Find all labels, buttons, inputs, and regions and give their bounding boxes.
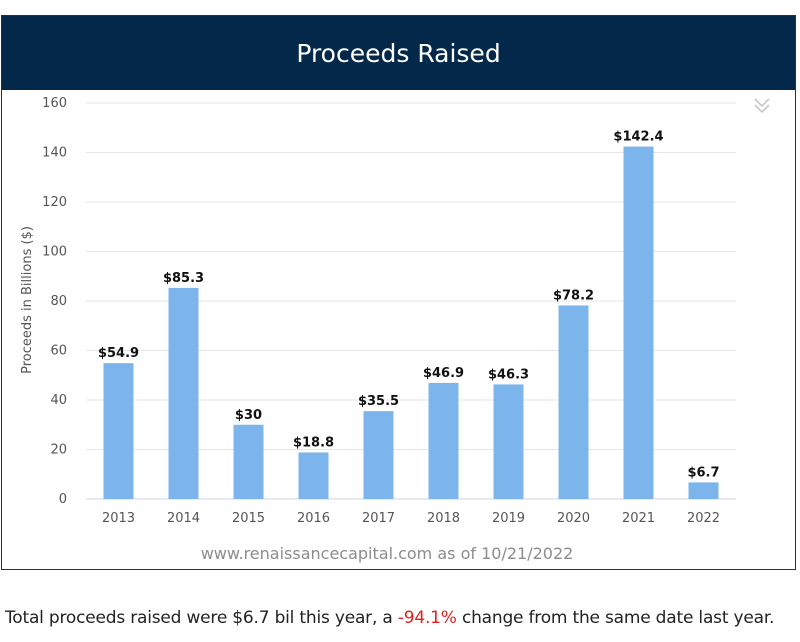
- y-axis-label: Proceeds in Billions ($): [20, 226, 35, 374]
- bar-2016[interactable]: [298, 452, 329, 499]
- change-percent: -94.1%: [397, 608, 457, 628]
- data-label-2020: $78.2: [553, 288, 594, 303]
- bar-2013[interactable]: [103, 363, 134, 499]
- x-tick-label: 2014: [167, 511, 200, 526]
- x-tick-label: 2018: [427, 511, 460, 526]
- summary-suffix: change from the same date last year.: [456, 608, 775, 628]
- bar-2018[interactable]: [428, 382, 459, 499]
- x-tick-label: 2016: [297, 511, 330, 526]
- data-label-2022: $6.7: [687, 465, 719, 480]
- summary-text: Total proceeds raised were $6.7 bil this…: [5, 608, 774, 628]
- x-tick-label: 2019: [492, 511, 525, 526]
- x-tick-label: 2022: [687, 511, 720, 526]
- y-tick-label: 100: [42, 245, 67, 260]
- x-axis-ticks: 2013 2014 2015 2016 2017 2018 2019 2020 2021 2022: [102, 511, 720, 526]
- x-tick-label: 2013: [102, 511, 135, 526]
- data-label-2013: $54.9: [98, 346, 139, 361]
- y-tick-label: 140: [42, 146, 67, 161]
- y-tick-label: 160: [42, 96, 67, 111]
- data-label-2015: $30: [235, 408, 262, 423]
- bar-2015[interactable]: [233, 424, 264, 499]
- data-label-2017: $35.5: [358, 394, 399, 409]
- summary-prefix: Total proceeds raised were $6.7 bil this…: [5, 608, 398, 628]
- data-label-2018: $46.9: [423, 366, 464, 381]
- bar-2019[interactable]: [493, 384, 524, 499]
- bar-2014[interactable]: [168, 287, 199, 499]
- x-tick-label: 2020: [557, 511, 590, 526]
- data-label-2019: $46.3: [488, 367, 529, 382]
- data-label-2016: $18.8: [293, 435, 334, 450]
- y-tick-label: 0: [59, 492, 67, 507]
- y-tick-label: 60: [50, 344, 67, 359]
- bar-2021[interactable]: [623, 146, 654, 499]
- bar-2017[interactable]: [363, 411, 394, 499]
- y-tick-label: 40: [50, 393, 67, 408]
- bar-chart: 0 20 40 60 80 100 120 140 160 $54.9 $85.3 $30 $18.8…: [20, 96, 770, 563]
- x-tick-label: 2015: [232, 511, 265, 526]
- chart-header: Proceeds Raised: [2, 16, 795, 90]
- chart-credit: www.renaissancecapital.com as of 10/21/2…: [201, 544, 574, 563]
- x-tick-label: 2017: [362, 511, 395, 526]
- bar-2022[interactable]: [688, 482, 719, 499]
- chart-title: Proceeds Raised: [296, 38, 501, 68]
- data-labels: $54.9 $85.3 $30 $18.8 $35.5 $46.9 $46.3 $78.2 $1…: [98, 130, 720, 481]
- double-chevron-down-icon[interactable]: [754, 98, 770, 114]
- y-tick-label: 120: [42, 195, 67, 210]
- data-label-2021: $142.4: [613, 130, 663, 145]
- data-label-2014: $85.3: [163, 271, 204, 286]
- y-axis-ticks: 0 20 40 60 80 100 120 140 160: [42, 96, 67, 507]
- bars: [103, 146, 719, 499]
- x-tick-label: 2021: [622, 511, 655, 526]
- y-tick-label: 20: [50, 443, 67, 458]
- bar-2020[interactable]: [558, 305, 589, 499]
- y-tick-label: 80: [50, 294, 67, 309]
